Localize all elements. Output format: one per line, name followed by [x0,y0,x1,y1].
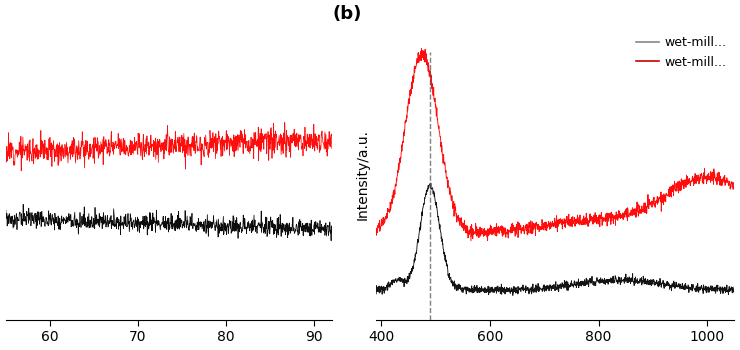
Text: (b): (b) [332,5,362,23]
Legend: wet-mill..., wet-mill...: wet-mill..., wet-mill... [631,32,732,74]
Y-axis label: Intensity/a.u.: Intensity/a.u. [356,129,370,220]
